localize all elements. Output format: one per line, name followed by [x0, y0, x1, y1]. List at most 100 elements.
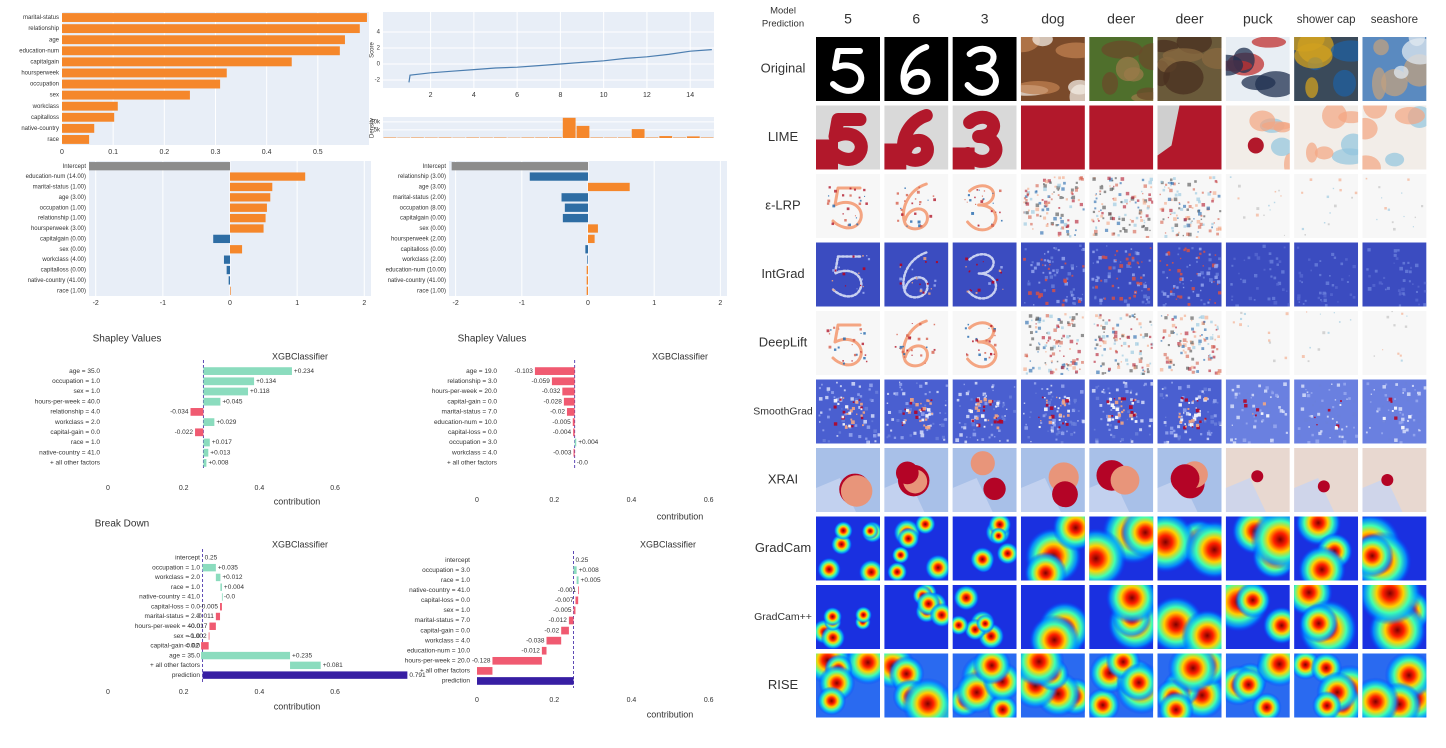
- speck: [1168, 182, 1170, 184]
- speck: [1310, 415, 1313, 418]
- speck: [1329, 389, 1331, 391]
- xrai-region: [983, 478, 1005, 500]
- speck: [1302, 228, 1304, 230]
- speck: [1266, 414, 1269, 417]
- bar: [62, 80, 220, 89]
- speck: [834, 396, 836, 398]
- value-label: -0.001: [558, 587, 577, 594]
- x-tick-label: 0.6: [704, 497, 714, 504]
- speck: [1242, 279, 1246, 283]
- speck: [1096, 397, 1099, 400]
- speck: [1066, 335, 1069, 338]
- speck: [966, 415, 969, 418]
- speck: [1193, 188, 1195, 190]
- speck: [860, 333, 861, 334]
- speck: [904, 409, 906, 411]
- speck: [912, 323, 913, 324]
- speck: [1187, 347, 1190, 350]
- speck: [1115, 401, 1118, 404]
- speck: [1055, 368, 1057, 370]
- speck: [917, 277, 919, 279]
- speck: [888, 434, 891, 437]
- bar: [62, 57, 292, 66]
- value-label: -0.034: [170, 409, 189, 416]
- bar: [535, 367, 575, 375]
- speck: [1122, 355, 1124, 357]
- saliency-cell: [1089, 243, 1153, 307]
- speck: [1130, 392, 1132, 394]
- speck: [998, 430, 1000, 432]
- speck: [1110, 188, 1113, 191]
- speck: [1173, 217, 1177, 221]
- speck: [1076, 358, 1078, 360]
- x-axis-label: contribution: [647, 709, 694, 719]
- speck: [1183, 235, 1184, 236]
- speck: [925, 261, 927, 263]
- speck: [991, 224, 992, 225]
- speck: [1175, 327, 1177, 329]
- speck: [832, 269, 835, 272]
- saliency-cell: [1158, 448, 1222, 512]
- speck: [999, 190, 1002, 193]
- row-label: LIME: [768, 129, 799, 144]
- speck: [855, 401, 858, 404]
- category-label: capitalgain: [30, 59, 59, 65]
- speck: [1337, 301, 1338, 302]
- xrai-region: [1318, 480, 1330, 492]
- speck: [1218, 421, 1221, 424]
- speck: [1148, 193, 1151, 196]
- speck: [899, 386, 901, 388]
- speck: [1283, 382, 1287, 386]
- speck: [1102, 319, 1104, 321]
- category-label: age (3.00): [419, 185, 446, 191]
- speck: [926, 338, 928, 340]
- speck: [1193, 331, 1195, 333]
- value-label: +0.134: [256, 378, 276, 385]
- speck: [924, 404, 926, 406]
- bar: [230, 214, 266, 222]
- speck: [1123, 205, 1126, 208]
- speck: [1211, 200, 1214, 203]
- speck: [888, 411, 891, 414]
- speck: [1144, 222, 1146, 224]
- speck: [1204, 328, 1207, 331]
- speck: [1218, 195, 1221, 198]
- speck: [1168, 187, 1170, 189]
- speck: [1108, 429, 1110, 431]
- speck: [1273, 277, 1276, 280]
- speck: [1103, 298, 1105, 300]
- speck: [1399, 267, 1403, 271]
- speck: [989, 403, 991, 405]
- speck: [1047, 340, 1049, 342]
- speck: [1374, 355, 1375, 356]
- speck: [1405, 325, 1407, 327]
- speck: [1190, 222, 1192, 224]
- speck: [1402, 292, 1405, 295]
- bar: [203, 449, 208, 457]
- speck: [873, 429, 877, 433]
- speck: [1391, 311, 1393, 313]
- speck: [1124, 299, 1127, 302]
- speck: [1407, 420, 1409, 422]
- column-label: shower cap: [1297, 14, 1356, 26]
- speck: [920, 403, 921, 404]
- speck: [920, 430, 924, 434]
- speck: [1409, 270, 1412, 273]
- speck: [1058, 232, 1062, 236]
- speck: [1095, 386, 1098, 389]
- speck: [1274, 202, 1275, 203]
- speck: [1378, 389, 1380, 391]
- speck: [819, 415, 821, 417]
- speck: [1388, 409, 1389, 410]
- speck: [904, 356, 906, 358]
- speck: [827, 387, 830, 390]
- speck: [1396, 257, 1399, 260]
- speck: [1026, 372, 1028, 374]
- saliency-cell: [816, 311, 880, 375]
- speck: [1264, 269, 1266, 271]
- speck: [1055, 212, 1059, 216]
- speck: [903, 423, 904, 424]
- speck: [1170, 427, 1173, 430]
- speck: [1024, 211, 1026, 213]
- speck: [923, 407, 926, 410]
